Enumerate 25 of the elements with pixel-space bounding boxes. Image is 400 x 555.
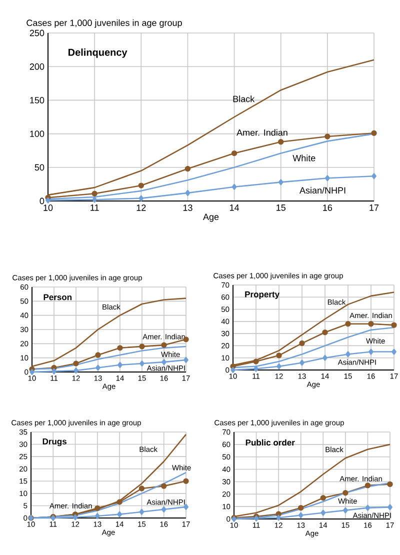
text: Public order [246, 439, 295, 446]
series-label: White [292, 154, 316, 162]
y-tick-label: 150 [30, 97, 44, 104]
x-tick-label: 13 [183, 204, 192, 211]
x-tick-label: 12 [136, 204, 146, 211]
y-tick-label: 200 [30, 63, 44, 70]
y-axis-title: Cases per 1,000 juveniles in age group [26, 19, 182, 28]
y-tick-label: 0 [40, 198, 44, 204]
x-tick-label: 11 [90, 204, 99, 211]
x-tick-label: 16 [323, 204, 332, 211]
text: Person [44, 294, 72, 300]
x-tick-label: 15 [276, 204, 286, 211]
x-tick-label: 17 [370, 204, 379, 211]
text: Property [245, 291, 280, 299]
x-tick-label: 10 [44, 204, 53, 211]
series-label: Black [233, 96, 255, 102]
x-tick-label: 14 [230, 204, 240, 211]
y-tick-label: 50 [34, 164, 44, 171]
y-tick-label: 250 [30, 30, 44, 36]
series-label: Asian/NHPI [300, 186, 346, 194]
series-label: Amer. Indian [236, 129, 288, 136]
text: Delinquency [68, 48, 128, 58]
x-axis-title: Age [203, 214, 219, 222]
text: Drugs [42, 438, 66, 446]
y-tick-label: 100 [30, 130, 44, 137]
